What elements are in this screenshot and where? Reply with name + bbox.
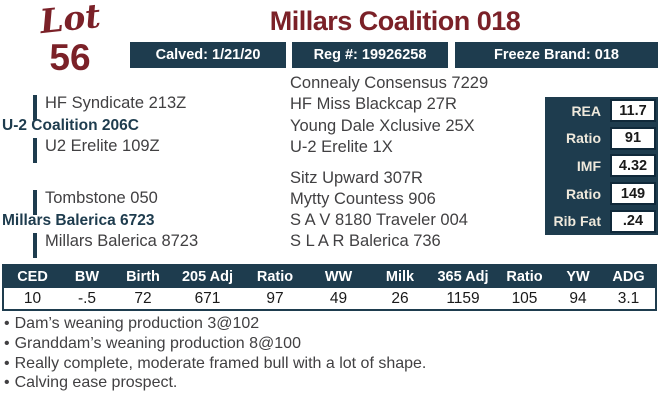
table-column: WW 49 bbox=[308, 266, 369, 309]
page-title: Millars Coalition 018 bbox=[269, 6, 521, 36]
column-header: Ratio bbox=[242, 266, 308, 288]
sire-name: U-2 Coalition 206C bbox=[2, 117, 139, 134]
ancestor-name: U-2 Erelite 1X bbox=[290, 138, 393, 156]
column-header: CED bbox=[4, 266, 61, 288]
calved-date-bar: Calved: 1/21/20 bbox=[130, 42, 286, 68]
stat-value: .24 bbox=[610, 209, 656, 233]
stats-row: Rib Fat .24 bbox=[545, 207, 658, 235]
table-column: BW -.5 bbox=[61, 266, 113, 309]
carcass-stats-box: REA 11.7 Ratio 91 IMF 4.32 Ratio 149 Rib… bbox=[545, 97, 658, 235]
column-header: 205 Adj bbox=[173, 266, 242, 288]
stat-value: 149 bbox=[610, 182, 656, 206]
column-header: ADG bbox=[602, 266, 655, 288]
table-column: Ratio 105 bbox=[495, 266, 554, 309]
ancestor-name: Mytty Countess 906 bbox=[290, 190, 436, 208]
column-header: Ratio bbox=[495, 266, 554, 288]
table-column: YW 94 bbox=[554, 266, 602, 309]
table-column: Milk 26 bbox=[369, 266, 431, 309]
stats-row: Ratio 91 bbox=[545, 125, 658, 153]
stat-value: 4.32 bbox=[610, 154, 656, 178]
pedigree-bracket-line bbox=[33, 233, 37, 258]
cell-value: 72 bbox=[113, 288, 173, 309]
cell-value: 94 bbox=[554, 288, 602, 309]
registration-number-bar: Reg #: 19926258 bbox=[292, 42, 448, 68]
ancestor-name: S L A R Balerica 736 bbox=[290, 232, 441, 250]
ancestor-name: S A V 8180 Traveler 004 bbox=[290, 211, 468, 229]
stats-row: IMF 4.32 bbox=[545, 152, 658, 180]
note-text: Granddam’s weaning production 8@100 bbox=[14, 334, 301, 352]
stats-row: Ratio 149 bbox=[545, 180, 658, 208]
cell-value: -.5 bbox=[61, 288, 113, 309]
note-item: • Dam’s weaning production 3@102 bbox=[4, 314, 426, 334]
note-text: Really complete, moderate framed bull wi… bbox=[14, 354, 427, 372]
pedigree-bracket-line bbox=[33, 95, 37, 120]
cell-value: 1159 bbox=[431, 288, 495, 309]
column-header: WW bbox=[308, 266, 369, 288]
column-header: YW bbox=[554, 266, 602, 288]
sire-of-sire: HF Syndicate 213Z bbox=[45, 94, 187, 112]
stat-label: Rib Fat bbox=[553, 213, 601, 230]
note-item: • Granddam’s weaning production 8@100 bbox=[4, 334, 426, 354]
cell-value: 97 bbox=[242, 288, 308, 309]
bullet-icon: • bbox=[4, 315, 10, 332]
cell-value: 671 bbox=[173, 288, 242, 309]
performance-table: CED 10 BW -.5 Birth 72 205 Adj 671 Ratio… bbox=[2, 264, 657, 311]
notes-list: • Dam’s weaning production 3@102 • Grandda… bbox=[4, 314, 426, 393]
lot-label: Lot bbox=[37, 0, 103, 42]
column-header: Milk bbox=[369, 266, 431, 288]
column-header: 365 Adj bbox=[431, 266, 495, 288]
pedigree-bracket-line bbox=[33, 190, 37, 215]
bullet-icon: • bbox=[4, 334, 10, 352]
table-column: Birth 72 bbox=[113, 266, 173, 309]
stat-label: REA bbox=[571, 102, 601, 119]
pedigree-bracket-line bbox=[33, 138, 37, 163]
cell-value: 105 bbox=[495, 288, 554, 309]
note-text: Calving ease prospect. bbox=[14, 374, 178, 392]
lot-number: 56 bbox=[49, 36, 91, 78]
cell-value: 26 bbox=[369, 288, 431, 309]
note-item: • Calving ease prospect. bbox=[4, 373, 426, 393]
table-column: ADG 3.1 bbox=[602, 266, 655, 309]
bullet-icon: • bbox=[4, 374, 10, 392]
stat-value: 91 bbox=[610, 126, 656, 150]
table-column: 205 Adj 671 bbox=[173, 266, 242, 309]
stat-label: Ratio bbox=[566, 185, 601, 202]
lot-block: Lot 56 bbox=[30, 0, 110, 78]
note-text: Dam’s weaning production 3@102 bbox=[14, 315, 260, 332]
ancestor-name: HF Miss Blackcap 27R bbox=[290, 95, 457, 113]
stat-value: 11.7 bbox=[610, 99, 656, 123]
stat-label: Ratio bbox=[566, 130, 601, 147]
stat-label: IMF bbox=[576, 157, 601, 174]
dam-name: Millars Balerica 6723 bbox=[2, 212, 155, 229]
column-header: Birth bbox=[113, 266, 173, 288]
freeze-brand-bar: Freeze Brand: 018 bbox=[455, 42, 658, 68]
dam-of-sire: U2 Erelite 109Z bbox=[45, 137, 160, 155]
table-column: CED 10 bbox=[4, 266, 61, 309]
ancestor-name: Connealy Consensus 7229 bbox=[290, 74, 489, 92]
ancestor-name: Sitz Upward 307R bbox=[290, 169, 423, 187]
sire-of-dam: Tombstone 050 bbox=[45, 189, 158, 207]
cell-value: 10 bbox=[4, 288, 61, 309]
ancestor-name: Young Dale Xclusive 25X bbox=[290, 117, 475, 135]
table-column: 365 Adj 1159 bbox=[431, 266, 495, 309]
dam-of-dam: Millars Balerica 8723 bbox=[45, 232, 199, 250]
bullet-icon: • bbox=[4, 354, 10, 372]
note-item: • Really complete, moderate framed bull w… bbox=[4, 354, 426, 374]
table-column: Ratio 97 bbox=[242, 266, 308, 309]
column-header: BW bbox=[61, 266, 113, 288]
cell-value: 3.1 bbox=[602, 288, 655, 309]
stats-row: REA 11.7 bbox=[545, 97, 658, 125]
cell-value: 49 bbox=[308, 288, 369, 309]
